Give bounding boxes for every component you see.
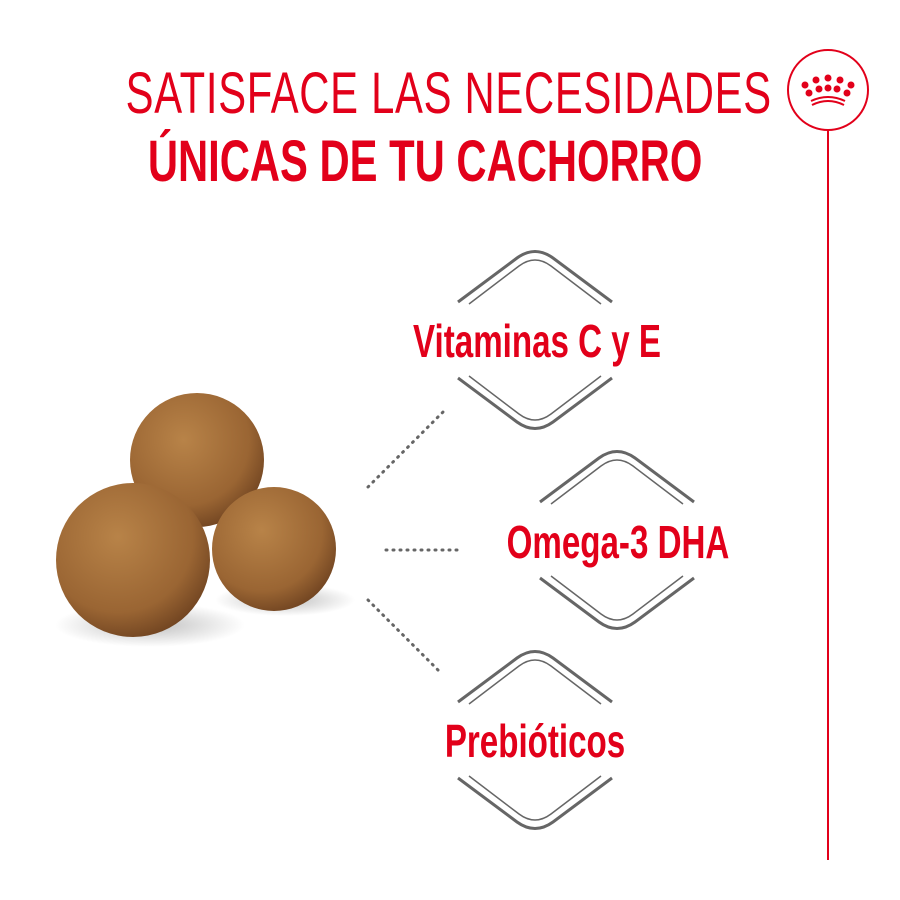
benefit-vitaminas: Vitaminas C y E xyxy=(413,315,661,367)
kibble-image xyxy=(55,393,355,647)
connectors xyxy=(366,406,465,674)
connector-prebioticos xyxy=(366,598,442,674)
diamond-frame-2 xyxy=(539,450,695,630)
benefit-prebioticos: Prebióticos xyxy=(444,715,626,767)
diamond-frame-1 xyxy=(457,250,613,430)
title-line-1: SATISFACE LAS NECESIDADES xyxy=(125,61,772,126)
crown-icon xyxy=(787,49,869,131)
title-line-2: ÚNICAS DE TU CACHORRO xyxy=(147,129,703,194)
diamond-frame-3 xyxy=(457,650,613,830)
benefit-omega-3: Omega-3 DHA xyxy=(506,516,730,568)
connector-vitaminas xyxy=(366,406,449,489)
